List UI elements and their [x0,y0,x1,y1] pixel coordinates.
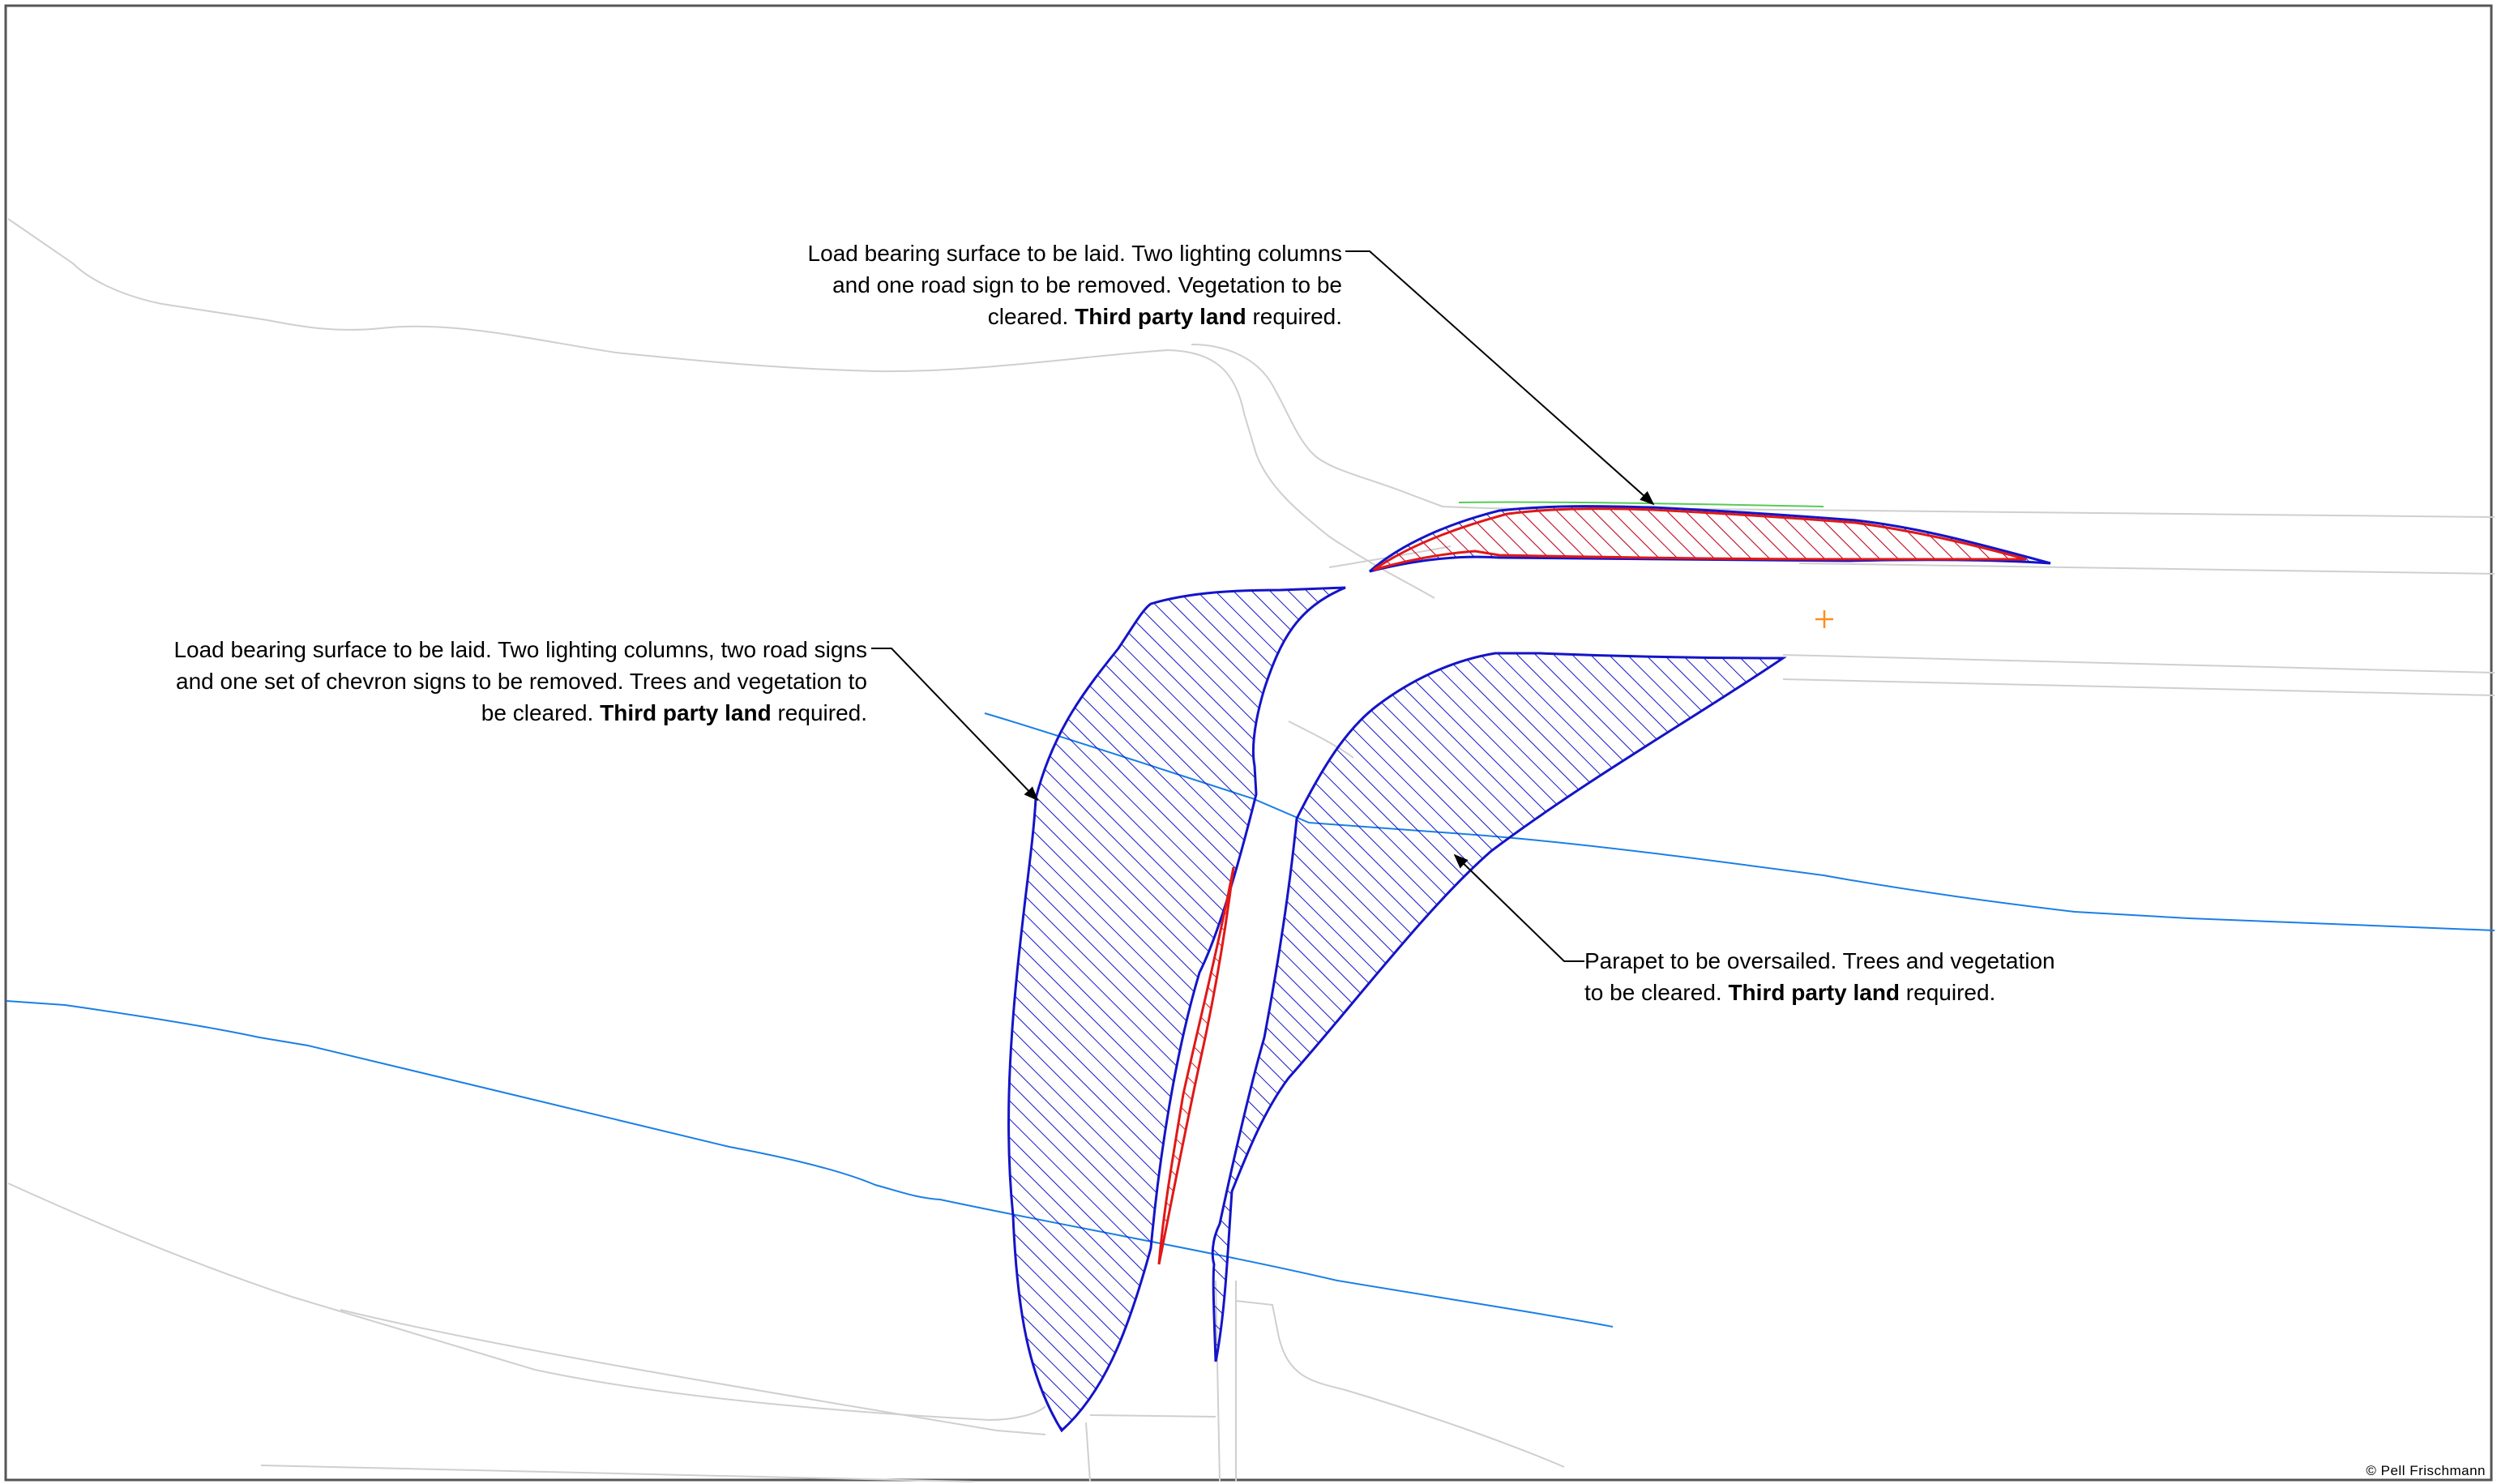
annotation-parapet: Parapet to be oversailed. Trees and vege… [1584,945,2055,1008]
annotation-upper-right-line-1: Load bearing surface to be laid. Two lig… [807,241,1342,266]
hatched-areas [1007,505,2051,1433]
watercourse-south [6,1000,1614,1328]
annotation-parapet-third-party-land: Third party land [1728,980,1901,1005]
annotation-parapet-line-1: Parapet to be oversailed. Trees and vege… [1584,948,2055,973]
annotation-upper-right-line-2: and one road sign to be removed. Vegetat… [832,272,1342,297]
road-edge-lines [7,218,2495,1482]
road-edge-south-left [1085,1422,1091,1482]
annotation-parapet-line-2-text: to be cleared. [1584,980,1729,1005]
road-edge-east-1 [1782,654,2495,674]
upper-red-hatched-area [1373,507,2027,571]
road-edge-crossing [1089,1414,1216,1418]
sheet-border [4,4,2493,1482]
leader-upper-right [1345,250,1655,506]
reference-marker [1815,610,1833,628]
annotation-left-line-3-text: be cleared. [481,700,601,725]
annotation-upper-right-line-3-text: cleared. [987,304,1075,329]
road-edge-upper-right [1191,344,2495,518]
annotation-upper-right: Load bearing surface to be laid. Two lig… [808,237,1342,332]
annotation-left-line-3-end: required. [771,700,867,725]
road-edge-east-2 [1782,678,2495,696]
road-edge-lower-left [7,1182,1046,1422]
annotation-left: Load bearing surface to be laid. Two lig… [173,634,867,729]
vegetation-edge-line [1458,501,1824,507]
annotation-upper-right-line-3: cleared. Third party land required. [808,301,1342,332]
leader-parapet [1453,853,1584,962]
annotation-upper-right-line-3-end: required. [1246,304,1342,329]
road-edge-lower-left-2 [340,1309,1046,1435]
leader-lines [871,250,1655,962]
annotation-left-line-1: Load bearing surface to be laid. Two lig… [173,637,867,662]
annotation-left-third-party-land: Third party land [600,700,772,725]
copyright-notice: © Pell Frischmann [2366,1463,2486,1478]
annotation-parapet-line-2: to be cleared. Third party land required… [1584,977,2055,1008]
right-hatched-area [1211,652,1787,1362]
annotation-left-line-3: be cleared. Third party land required. [173,697,867,729]
left-red-hatched-area [1157,866,1235,1265]
road-edge-south-right [1235,1300,1565,1468]
left-hatched-area [1007,586,1346,1433]
annotation-upper-right-third-party-land: Third party land [1075,304,1246,329]
road-edge-upper-left [7,218,1435,599]
annotation-parapet-line-2-end: required. [1900,980,1996,1005]
leader-left [871,648,1039,802]
road-edge-lower-right [1798,562,2495,575]
annotation-left-line-2: and one set of chevron signs to be remov… [176,669,867,694]
